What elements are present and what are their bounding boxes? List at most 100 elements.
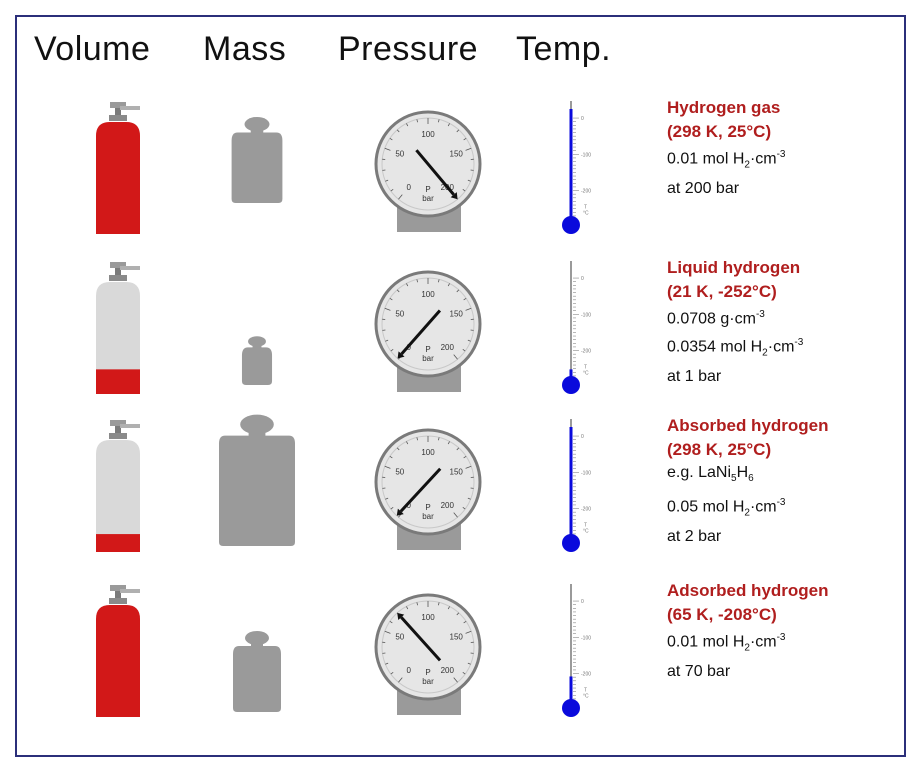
cylinder-fill bbox=[96, 369, 140, 394]
gauge-unit: bar bbox=[422, 677, 434, 686]
weight-neck bbox=[252, 341, 262, 349]
gauge-tick bbox=[462, 506, 466, 510]
weight-neck bbox=[251, 638, 263, 648]
mass-weight bbox=[219, 414, 295, 546]
gauge-tick bbox=[385, 179, 389, 182]
gauge-needle-tip bbox=[396, 508, 404, 516]
gauge-tick bbox=[447, 123, 450, 127]
gauge-tick bbox=[406, 606, 409, 610]
gauge-tick bbox=[384, 307, 391, 311]
gauge-tick bbox=[447, 606, 450, 610]
storage-value-line: 0.0354 mol H2·cm-3 bbox=[667, 331, 912, 365]
thermo-unit: °C bbox=[583, 529, 589, 535]
gauge-tick bbox=[453, 354, 458, 360]
header-temp: Temp. bbox=[516, 30, 612, 68]
value-part: 2 bbox=[744, 159, 750, 171]
gauge-tick bbox=[389, 137, 393, 141]
thermo-unit: °C bbox=[583, 371, 589, 377]
gauge-unit: bar bbox=[422, 512, 434, 521]
gauge-tick bbox=[465, 630, 472, 634]
thermo-symbol: T bbox=[584, 205, 587, 211]
thermo-tick-label: -200 bbox=[581, 349, 591, 355]
storage-conditions: (298 K, 25°C) bbox=[667, 121, 772, 141]
storage-value-line: at 2 bar bbox=[667, 525, 912, 549]
gauge-tick-label: 200 bbox=[441, 666, 455, 675]
gauge-tick bbox=[456, 447, 460, 451]
gauge-tick bbox=[390, 188, 394, 192]
gauge-tick-label: 100 bbox=[421, 290, 435, 299]
cylinder-fill bbox=[96, 605, 140, 717]
weight-knob bbox=[248, 336, 266, 347]
value-part: at 2 bar bbox=[667, 527, 722, 545]
value-part: -3 bbox=[776, 149, 786, 160]
gauge-tick bbox=[465, 307, 472, 311]
valve-handle bbox=[120, 424, 140, 428]
gauge-unit: bar bbox=[422, 354, 434, 363]
gauge-needle bbox=[400, 309, 442, 355]
thermo-tick-label: -100 bbox=[581, 635, 591, 641]
gauge-tick-label: 150 bbox=[450, 468, 464, 477]
gauge-tick-label: 100 bbox=[421, 130, 435, 139]
gauge-tick-label: 0 bbox=[406, 666, 411, 675]
gauge-tick-label: 0 bbox=[406, 501, 411, 510]
value-part: ·cm bbox=[749, 498, 777, 516]
gauge-tick bbox=[467, 179, 471, 182]
value-part: -3 bbox=[755, 309, 765, 320]
gas-cylinder bbox=[96, 585, 140, 717]
mass-weight bbox=[233, 631, 281, 712]
thermo-bulb bbox=[562, 534, 580, 552]
gauge-tick bbox=[384, 147, 391, 151]
gauge-tick bbox=[396, 289, 400, 293]
gauge-tick bbox=[463, 620, 467, 624]
storage-description: Absorbed hydrogen (298 K, 25°C) e.g. LaNi5… bbox=[667, 414, 912, 548]
gauge-tick bbox=[453, 677, 458, 683]
header-mass: Mass bbox=[203, 30, 287, 68]
gauge-tick bbox=[416, 437, 418, 441]
value-part: ·cm bbox=[767, 338, 795, 356]
thermo-tick-label: 0 bbox=[581, 599, 584, 605]
gauge-tick bbox=[406, 123, 409, 127]
thermo-symbol: T bbox=[584, 688, 587, 694]
valve-cap bbox=[110, 102, 126, 108]
storage-value-line: at 200 bar bbox=[667, 177, 912, 201]
gauge-tick bbox=[438, 602, 440, 606]
thermo-unit: °C bbox=[583, 694, 589, 700]
gauge-tick bbox=[406, 441, 409, 445]
valve-stem bbox=[115, 426, 121, 434]
value-part: -3 bbox=[776, 496, 786, 508]
gauge-tick bbox=[463, 297, 467, 301]
storage-value-line: e.g. LaNi5H6 bbox=[667, 461, 912, 491]
gauge-tick bbox=[447, 283, 450, 287]
gauge-tick bbox=[416, 602, 418, 606]
valve-cap bbox=[110, 420, 126, 426]
gauge-tick-label: 50 bbox=[395, 633, 404, 642]
gauge-tick bbox=[463, 455, 467, 459]
gauge-needle bbox=[399, 467, 442, 513]
storage-value-line: at 70 bar bbox=[667, 660, 912, 684]
gauge-symbol: P bbox=[425, 185, 430, 194]
thermo-tick-label: -100 bbox=[581, 312, 591, 318]
gauge-tick bbox=[456, 129, 460, 133]
gauge-needle bbox=[400, 616, 442, 662]
storage-title: Adsorbed hydrogen bbox=[667, 581, 829, 600]
gauge-tick bbox=[390, 506, 394, 510]
thermo-tick-label: -200 bbox=[581, 672, 591, 678]
value-part: 5 bbox=[731, 473, 737, 485]
gauge-unit: bar bbox=[422, 194, 434, 203]
gauge-tick bbox=[389, 620, 393, 624]
storage-description: Adsorbed hydrogen (65 K, -208°C) 0.01 mol … bbox=[667, 579, 912, 684]
gauge-tick bbox=[396, 447, 400, 451]
thermo-bulb bbox=[562, 216, 580, 234]
thermo-unit: °C bbox=[583, 211, 589, 217]
header-pressure: Pressure bbox=[338, 30, 479, 68]
thermo-tick-label: -100 bbox=[581, 470, 591, 476]
storage-value-line: at 1 bar bbox=[667, 365, 912, 389]
gauge-tick-label: 50 bbox=[395, 468, 404, 477]
thermo-tick-label: -200 bbox=[581, 507, 591, 513]
storage-title: Hydrogen gas bbox=[667, 98, 781, 117]
gauge-tick bbox=[438, 437, 440, 441]
cylinder-fill bbox=[96, 534, 140, 552]
weight-body bbox=[231, 132, 283, 203]
gauge-tick-label: 50 bbox=[395, 310, 404, 319]
